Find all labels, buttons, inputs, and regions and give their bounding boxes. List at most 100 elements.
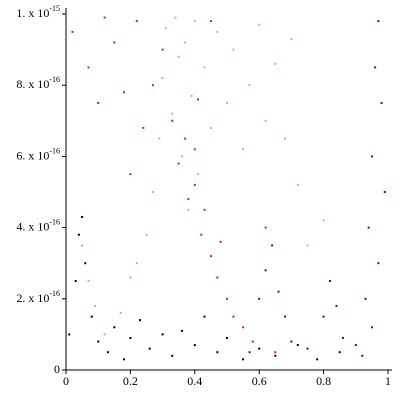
point [306, 244, 309, 247]
point [148, 347, 151, 350]
point [129, 276, 132, 279]
point [316, 358, 319, 361]
point [322, 219, 325, 222]
point [103, 333, 106, 336]
point [248, 84, 251, 87]
point [161, 48, 164, 51]
tick-label-base: 2. x 10 [16, 291, 49, 305]
point [322, 315, 325, 318]
point [367, 226, 370, 229]
point [145, 233, 148, 236]
point [74, 280, 77, 282]
point [200, 233, 203, 236]
point [161, 333, 164, 336]
tick-label-base: 4. x 10 [16, 219, 49, 233]
point [164, 27, 167, 30]
point [106, 351, 109, 354]
y-tick-label: 2. x 10-16 [16, 289, 60, 305]
point [258, 297, 261, 300]
point [84, 262, 87, 265]
point [354, 344, 357, 347]
point [329, 280, 332, 282]
point [71, 30, 74, 33]
point [364, 297, 367, 300]
point [180, 329, 183, 332]
point [383, 191, 386, 193]
point [264, 269, 267, 272]
point [81, 215, 84, 218]
point [374, 66, 377, 69]
point [283, 137, 286, 140]
tick-label-exponent: -16 [49, 289, 60, 298]
point [171, 354, 174, 357]
point [103, 16, 106, 19]
point [177, 162, 180, 165]
point [361, 354, 364, 357]
point [193, 183, 196, 186]
point [296, 344, 299, 347]
point [113, 41, 116, 44]
point [177, 55, 180, 58]
point [187, 208, 190, 211]
tick-label-exponent: -16 [49, 146, 60, 155]
point [232, 48, 235, 51]
point [242, 148, 245, 151]
point [306, 347, 309, 350]
point [158, 137, 161, 140]
tick-label-base: 6. x 10 [16, 148, 49, 162]
point [203, 208, 206, 211]
y-tick-label: 8. x 10-16 [16, 75, 60, 91]
point [68, 333, 71, 336]
y-tick-label: 6. x 10-16 [16, 146, 60, 162]
x-tick-label: 1 [385, 374, 391, 388]
point [258, 347, 261, 350]
x-tick-label: 0.2 [123, 374, 138, 388]
point [203, 315, 206, 318]
point [77, 233, 80, 236]
point [274, 354, 277, 357]
x-tick-label: 0.8 [316, 374, 331, 388]
point [216, 351, 219, 354]
point [203, 66, 206, 69]
point [184, 41, 187, 44]
point [122, 91, 125, 94]
point [187, 198, 190, 201]
point [184, 137, 187, 140]
point [274, 351, 277, 354]
point [87, 66, 90, 69]
x-tick-label: 0 [63, 374, 69, 388]
point [129, 173, 132, 176]
point [209, 20, 212, 23]
point [97, 340, 100, 343]
point [380, 102, 383, 104]
point [264, 226, 267, 229]
tick-label-base: 8. x 10 [16, 77, 49, 91]
point [277, 290, 280, 293]
point [290, 37, 293, 40]
tick-label-exponent: -16 [49, 217, 60, 226]
point [335, 304, 338, 307]
point [242, 358, 245, 361]
point [242, 326, 245, 329]
point [296, 183, 299, 186]
point [209, 126, 212, 129]
point [290, 340, 293, 343]
point [197, 173, 200, 176]
tick-label-exponent: -15 [49, 4, 60, 13]
point [251, 340, 254, 343]
point [258, 23, 261, 26]
point [226, 336, 228, 339]
point [135, 262, 138, 265]
point [122, 358, 125, 361]
point [171, 112, 174, 115]
tick-label-exponent: -16 [49, 75, 60, 84]
point [151, 84, 154, 87]
point [129, 336, 132, 339]
point [161, 77, 164, 80]
point [264, 119, 267, 122]
point [193, 148, 196, 151]
y-tick-label: 1. x 10-15 [16, 4, 60, 20]
point [271, 244, 274, 247]
point [338, 351, 341, 354]
